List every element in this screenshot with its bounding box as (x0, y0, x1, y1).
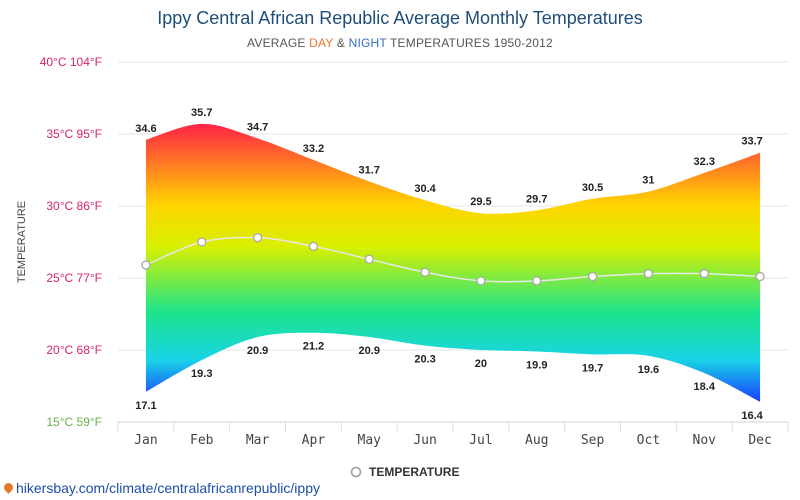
day-value-label: 29.5 (470, 196, 491, 208)
x-tick-label: Aug (525, 433, 548, 448)
night-value-label: 20.9 (359, 345, 380, 357)
average-point (587, 271, 598, 282)
subtitle-prefix: AVERAGE (247, 36, 310, 50)
day-value-label: 34.6 (135, 123, 156, 135)
x-tick-label: Sep (581, 433, 605, 448)
x-tick-label: Feb (190, 433, 214, 448)
source-link[interactable]: hikersbay.com/climate/centralafricanrepu… (2, 480, 320, 496)
map-pin-icon (2, 481, 15, 494)
average-temperature-series (141, 233, 765, 286)
y-axis-title: TEMPERATURE (16, 201, 28, 283)
subtitle-night-word: NIGHT (348, 36, 387, 50)
average-point (197, 237, 207, 247)
average-point (699, 269, 709, 279)
x-tick-label: Oct (637, 433, 660, 448)
night-value-label: 19.9 (526, 359, 547, 371)
y-tick-label: 15°C 59°F (46, 415, 102, 429)
night-value-label: 16.4 (741, 410, 763, 422)
y-tick-label: 30°C 86°F (46, 199, 102, 213)
chart-subtitle: AVERAGE DAY & NIGHT TEMPERATURES 1950-20… (0, 36, 800, 50)
y-tick-label: 25°C 77°F (46, 271, 102, 285)
x-tick-label: Jul (469, 433, 492, 448)
day-value-label: 30.5 (582, 182, 603, 194)
day-value-label: 32.3 (694, 156, 715, 168)
axes: 40°C 104°F 35°C 95°F 30°C 86°F 25°C 77°F 20°… (40, 55, 788, 448)
x-tick-label: Dec (748, 433, 771, 448)
average-point (420, 267, 430, 277)
day-value-label: 29.7 (526, 193, 547, 205)
x-tick-label: Nov (693, 433, 717, 448)
day-value-label: 33.2 (303, 143, 324, 155)
legend[interactable]: TEMPERATURE (350, 465, 460, 479)
night-value-label: 19.3 (191, 368, 212, 380)
x-tick-label: Jan (134, 433, 157, 448)
data-labels: 34.6 35.7 34.7 33.2 31.7 30.4 29.5 29.7 30.5 31 32… (135, 107, 763, 422)
legend-marker (350, 466, 362, 478)
average-point (532, 276, 542, 286)
night-value-label: 20.9 (247, 345, 268, 357)
temperature-band (145, 123, 761, 402)
day-night-band (145, 123, 761, 402)
day-value-label: 30.4 (414, 183, 436, 195)
average-line (145, 236, 761, 283)
y-tick-label: 20°C 68°F (46, 343, 102, 357)
average-point (252, 233, 263, 243)
x-tick-label: Jun (413, 433, 436, 448)
night-value-label: 17.1 (135, 400, 156, 412)
day-value-label: 33.7 (741, 136, 762, 148)
subtitle-middle: & (333, 36, 349, 50)
average-point (308, 241, 319, 251)
average-point (141, 260, 151, 270)
day-value-label: 31.7 (359, 165, 380, 177)
average-point (476, 276, 486, 286)
y-tick-label: 35°C 95°F (46, 127, 102, 141)
night-value-label: 18.4 (694, 381, 716, 393)
night-value-label: 21.2 (303, 341, 324, 353)
night-value-label: 20 (475, 358, 487, 370)
day-value-label: 34.7 (247, 121, 268, 133)
x-tick-label: May (358, 433, 382, 448)
x-tick-label: Mar (246, 433, 270, 448)
day-value-label: 31 (642, 175, 654, 187)
night-value-label: 19.7 (582, 362, 603, 374)
subtitle-suffix: TEMPERATURES 1950-2012 (386, 36, 553, 50)
y-tick-label: 40°C 104°F (40, 55, 102, 69)
night-value-label: 19.6 (638, 364, 659, 376)
source-url: hikersbay.com/climate/centralafricanrepu… (16, 480, 320, 496)
average-point (364, 254, 374, 264)
day-value-label: 35.7 (191, 107, 212, 119)
average-point (643, 269, 654, 279)
night-value-label: 20.3 (414, 354, 435, 366)
average-point (755, 271, 765, 282)
subtitle-day-word: DAY (309, 36, 334, 50)
x-tick-label: Apr (302, 433, 326, 448)
legend-label: TEMPERATURE (369, 465, 459, 479)
chart-title: Ippy Central African Republic Average Mo… (157, 8, 643, 28)
